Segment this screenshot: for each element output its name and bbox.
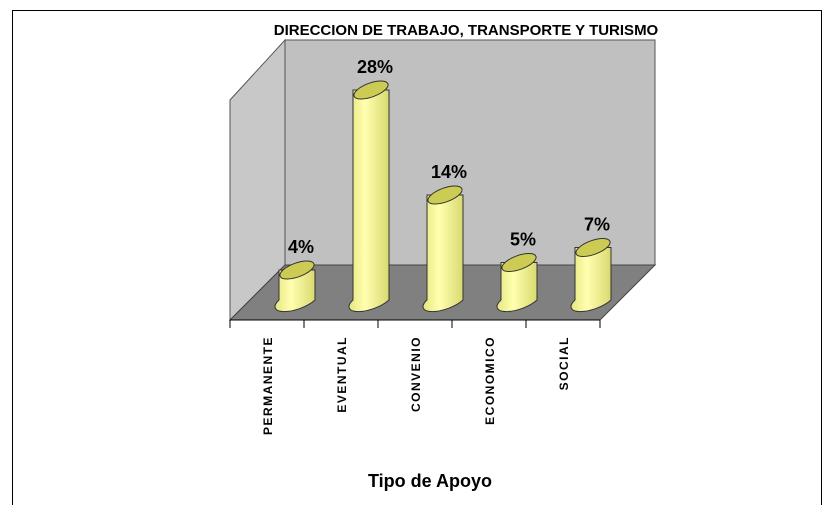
data-label: 5%: [510, 229, 536, 249]
x-tick-label: SOCIAL: [557, 336, 571, 390]
x-axis-label: Tipo de Apoyo: [368, 471, 492, 491]
cylinder: [422, 185, 464, 313]
x-tick-label: CONVENIO: [409, 336, 423, 412]
data-label: 7%: [584, 214, 610, 234]
x-tick-label: ECONOMICO: [483, 336, 497, 425]
cylinder: [274, 260, 316, 313]
chart-title: DIRECCION DE TRABAJO, TRANSPORTE Y TURIS…: [274, 22, 659, 39]
data-label: 4%: [288, 237, 314, 257]
cylinder: [570, 237, 612, 313]
data-label: 28%: [357, 57, 393, 77]
x-tick-label: PERMANENTE: [261, 336, 275, 435]
back-wall: [284, 39, 656, 266]
data-label: 14%: [431, 162, 467, 182]
cylinder: [496, 252, 538, 313]
x-tick-label: EVENTUAL: [335, 336, 349, 413]
cylinder: [348, 80, 390, 313]
